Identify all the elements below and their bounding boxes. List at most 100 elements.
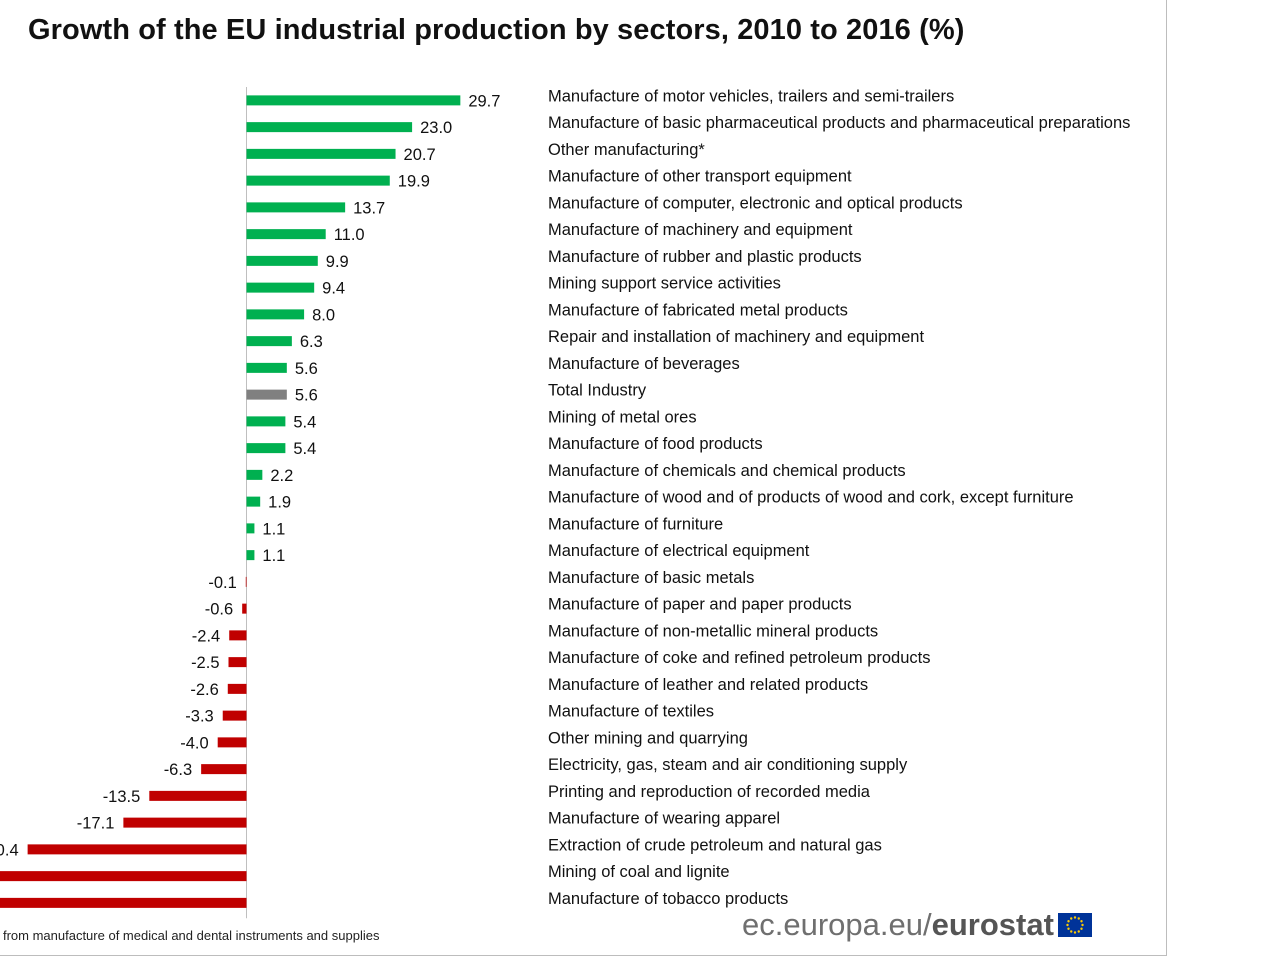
category-label: Manufacture of chemicals and chemical pr… [548, 462, 906, 480]
category-label: Repair and installation of machinery and… [548, 328, 924, 346]
data-label: -2.4 [192, 627, 220, 645]
category-label: Manufacture of furniture [548, 515, 723, 533]
data-label: 9.9 [326, 253, 349, 271]
flag-star [1080, 927, 1083, 930]
data-label: 20.7 [404, 146, 436, 164]
data-label: -0.6 [205, 601, 233, 619]
chart-title: Growth of the EU industrial production b… [28, 14, 965, 46]
bar [27, 844, 247, 855]
flag-star [1066, 923, 1069, 927]
data-label: 8.0 [312, 306, 335, 324]
category-label: Mining support service activities [548, 275, 781, 293]
bar [246, 336, 292, 347]
bar [123, 817, 247, 828]
category-label: Manufacture of food products [548, 435, 763, 453]
data-label: 2.2 [270, 467, 293, 485]
bar [229, 630, 247, 641]
bar [246, 523, 255, 534]
data-label: -6.3 [164, 761, 192, 779]
data-label: 13.7 [353, 199, 385, 217]
flag-star [1073, 931, 1077, 934]
bar [246, 255, 318, 266]
data-label: 23.0 [420, 119, 452, 137]
data-label: 1.1 [262, 520, 285, 538]
data-label: 5.4 [293, 413, 316, 431]
data-label: 6.3 [300, 333, 323, 351]
category-label: Electricity, gas, steam and air conditio… [548, 756, 908, 774]
category-label: Manufacture of electrical equipment [548, 542, 810, 560]
data-label: 1.1 [262, 547, 285, 565]
category-label: Manufacture of leather and related produ… [548, 676, 868, 694]
data-label: -3.3 [185, 708, 213, 726]
data-label: -30.4 [0, 841, 19, 859]
category-label: Manufacture of basic pharmaceutical prod… [548, 114, 1130, 132]
category-label: Manufacture of computer, electronic and … [548, 194, 963, 212]
data-label: 5.6 [295, 387, 318, 405]
bar [246, 550, 255, 561]
category-label: Manufacture of beverages [548, 355, 740, 373]
flag-star [1073, 916, 1077, 919]
data-label: 1.9 [268, 494, 291, 512]
category-label: Extraction of crude petroleum and natura… [548, 836, 882, 854]
data-label: -17.1 [77, 815, 115, 833]
data-label: -13.5 [103, 788, 141, 806]
flag-star [1077, 930, 1080, 933]
flag-star [1067, 920, 1070, 923]
category-label: Manufacture of wood and of products of w… [548, 489, 1074, 507]
bar [246, 496, 261, 507]
flag-star [1067, 927, 1070, 930]
category-label: Mining of metal ores [548, 408, 697, 426]
bar [246, 202, 346, 213]
category-label: Manufacture of paper and paper products [548, 596, 852, 614]
data-label: -2.5 [191, 654, 219, 672]
data-label: 9.4 [322, 280, 345, 298]
bar [217, 737, 247, 748]
bar [246, 229, 326, 240]
data-label: -0.1 [208, 574, 236, 592]
bar [222, 710, 247, 721]
category-label: Other manufacturing* [548, 141, 705, 159]
category-label: Manufacture of wearing apparel [548, 810, 780, 828]
flag-star [1069, 917, 1073, 920]
category-label: Manufacture of rubber and plastic produc… [548, 248, 862, 266]
category-label: Manufacture of textiles [548, 703, 714, 721]
data-label: 11.0 [334, 226, 365, 244]
data-label: -2.6 [190, 681, 218, 699]
flag-star [1077, 917, 1080, 920]
category-label: Total Industry [548, 382, 647, 400]
category-label: Manufacture of tobacco products [548, 890, 788, 908]
category-label: Manufacture of non-metallic mineral prod… [548, 622, 878, 640]
bar [246, 469, 263, 480]
bar [242, 603, 247, 614]
category-label: Manufacture of machinery and equipment [548, 221, 853, 239]
bar [246, 443, 286, 454]
data-label: 5.4 [293, 440, 316, 458]
bar [149, 790, 247, 801]
bar [246, 416, 286, 427]
bar [246, 309, 305, 320]
bar [246, 362, 287, 373]
category-label: Manufacture of other transport equipment [548, 168, 852, 186]
flag-star [1069, 930, 1073, 933]
bar [0, 871, 247, 882]
flag-star [1081, 923, 1084, 927]
eurostat-logo[interactable]: ec.europa.eu/ eurostat [742, 907, 1092, 943]
category-label: Manufacture of motor vehicles, trailers … [548, 87, 954, 105]
bar [228, 657, 247, 668]
flag-star [1080, 920, 1083, 923]
bar [246, 148, 396, 159]
category-label: Manufacture of fabricated metal products [548, 301, 848, 319]
category-label: Mining of coal and lignite [548, 863, 730, 881]
data-label: 19.9 [398, 173, 430, 191]
bar [246, 175, 390, 186]
data-label: 29.7 [468, 92, 500, 110]
bar [246, 95, 461, 106]
data-label: 5.6 [295, 360, 318, 378]
data-label: -4.0 [180, 734, 208, 752]
brand-prefix: ec.europa.eu/ [742, 907, 932, 942]
bar [246, 389, 287, 400]
bar-chart: 29.7 Manufacture of motor vehicles, trail… [0, 87, 1130, 919]
category-label: Printing and reproduction of recorded me… [548, 783, 871, 801]
category-label: Manufacture of coke and refined petroleu… [548, 649, 930, 667]
category-label: Manufacture of basic metals [548, 569, 754, 587]
